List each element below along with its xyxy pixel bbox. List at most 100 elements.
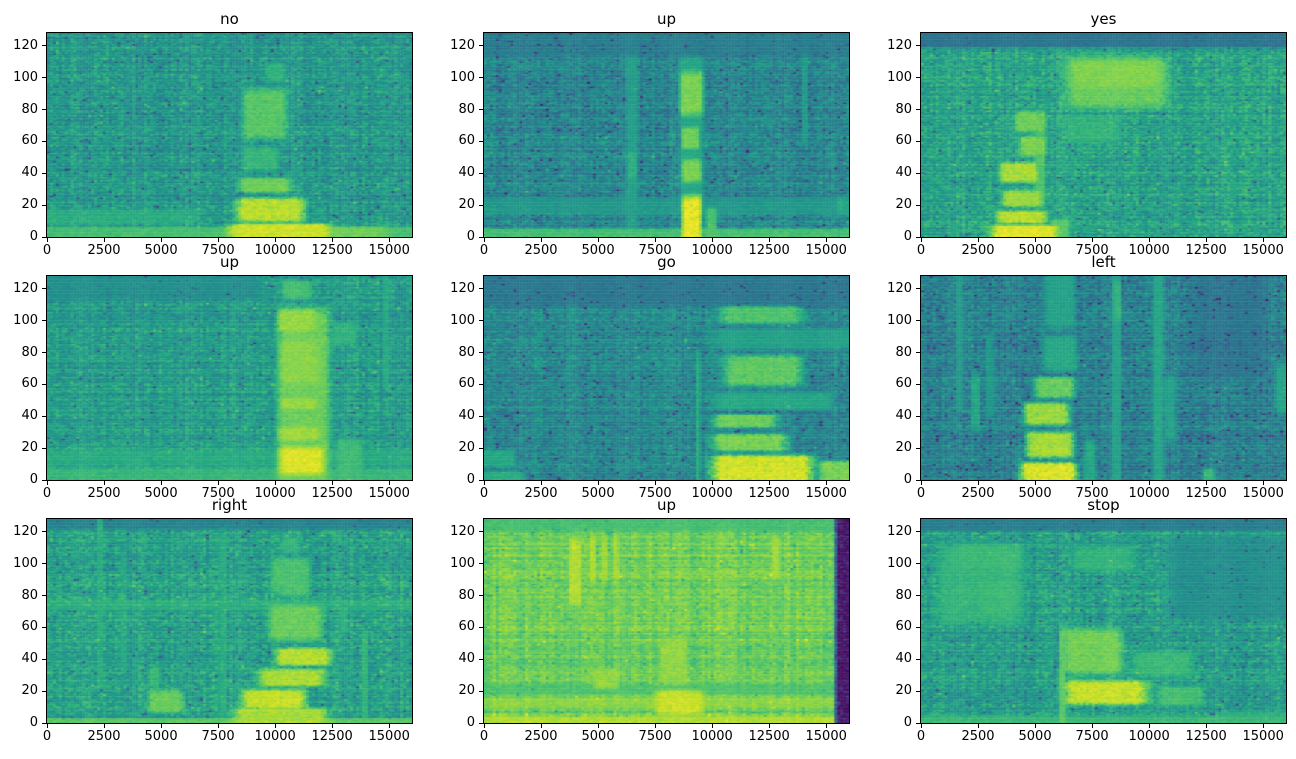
x-tick-mark	[103, 238, 105, 242]
x-tick-label: 12500	[748, 729, 790, 744]
x-tick-mark	[654, 238, 656, 242]
y-tick-mark	[916, 690, 920, 692]
y-tick-label: 120	[887, 280, 912, 296]
y-tick-mark	[42, 352, 46, 353]
y-tick-mark	[479, 479, 483, 481]
x-tick-mark	[597, 481, 599, 485]
y-tick-label: 60	[895, 376, 912, 392]
y-tick-mark	[479, 383, 483, 385]
y-tick-mark	[42, 447, 46, 449]
subplot-title: left	[1091, 253, 1116, 271]
x-tick-mark	[160, 724, 162, 728]
y-tick-mark	[479, 204, 483, 206]
x-tick-mark	[217, 724, 219, 728]
y-tick-label: 20	[895, 683, 912, 699]
x-tick-mark	[825, 238, 827, 242]
x-tick-mark	[540, 724, 542, 728]
axes-frame	[483, 518, 850, 724]
y-tick-label: 60	[458, 619, 475, 635]
spectrogram-canvas	[47, 519, 412, 723]
x-tick-mark	[540, 481, 542, 485]
x-tick-label: 7500	[638, 729, 672, 744]
y-tick-label: 60	[21, 619, 38, 635]
x-tick-label: 7500	[638, 243, 672, 258]
x-tick-mark	[825, 481, 827, 485]
y-tick-label: 100	[887, 312, 912, 328]
x-tick-label: 15000	[368, 729, 410, 744]
y-tick-mark	[916, 45, 920, 47]
x-tick-label: 10000	[691, 243, 733, 258]
x-tick-mark	[711, 238, 713, 242]
spectrogram-canvas	[484, 33, 849, 237]
x-tick-label: 15000	[1242, 729, 1284, 744]
subplot-8: stop 0 2500 5000 7500 10000 12500 15000 0 20 40 60…	[887, 496, 1287, 744]
y-tick-mark	[42, 722, 46, 724]
x-tick-mark	[825, 724, 827, 728]
y-tick-mark	[479, 626, 483, 628]
y-tick-label: 40	[458, 651, 475, 667]
x-tick-label: 2500	[524, 729, 558, 744]
subplot-2: yes 0 2500 5000 7500 10000 12500 15000 0 20 40 60 8…	[887, 10, 1287, 258]
y-tick-label: 120	[13, 523, 38, 539]
y-tick-mark	[479, 690, 483, 692]
y-tick-mark	[916, 140, 920, 142]
x-tick-mark	[274, 481, 276, 485]
y-tick-mark	[916, 320, 920, 322]
y-tick-label: 40	[895, 165, 912, 181]
x-tick-mark	[483, 481, 485, 485]
x-tick-mark	[768, 724, 770, 728]
x-tick-label: 12500	[748, 486, 790, 501]
y-tick-mark	[42, 658, 46, 660]
y-tick-label: 80	[458, 101, 475, 117]
y-tick-mark	[42, 563, 46, 565]
spectrogram-canvas	[484, 276, 849, 480]
y-tick-mark	[42, 172, 46, 174]
x-tick-label: 0	[479, 243, 489, 258]
axes-frame	[920, 518, 1287, 724]
subplot-title: stop	[1087, 496, 1120, 514]
y-tick-mark	[42, 595, 46, 596]
x-tick-mark	[1262, 724, 1264, 728]
x-tick-label: 5000	[1018, 243, 1052, 258]
spectrogram-canvas	[484, 519, 849, 723]
x-tick-label: 15000	[368, 486, 410, 501]
y-tick-mark	[42, 140, 46, 142]
x-tick-mark	[977, 481, 979, 485]
x-tick-mark	[331, 724, 333, 728]
x-tick-mark	[388, 724, 390, 728]
y-tick-label: 80	[458, 344, 475, 360]
x-tick-mark	[1034, 481, 1036, 485]
axes-frame	[483, 275, 850, 481]
x-tick-label: 5000	[144, 243, 178, 258]
x-tick-label: 7500	[201, 486, 235, 501]
axes-frame	[46, 32, 413, 238]
y-tick-mark	[479, 140, 483, 142]
y-tick-mark	[916, 415, 920, 417]
y-tick-label: 40	[21, 165, 38, 181]
x-tick-mark	[331, 481, 333, 485]
subplot-6: right 0 2500 5000 7500 10000 12500 15000 0 20 40 6…	[13, 496, 413, 744]
axes-frame	[483, 32, 850, 238]
x-tick-label: 2500	[87, 486, 121, 501]
y-tick-mark	[916, 722, 920, 724]
y-tick-mark	[916, 479, 920, 481]
x-tick-label: 10000	[254, 486, 296, 501]
subplot-title: go	[657, 253, 676, 271]
x-tick-mark	[331, 238, 333, 242]
x-tick-mark	[160, 238, 162, 242]
y-tick-label: 60	[21, 376, 38, 392]
y-tick-label: 20	[458, 197, 475, 213]
y-tick-label: 0	[466, 472, 475, 487]
y-tick-mark	[916, 77, 920, 79]
x-tick-mark	[920, 481, 922, 485]
x-tick-mark	[46, 238, 48, 242]
x-tick-label: 12500	[311, 729, 353, 744]
y-tick-mark	[42, 77, 46, 79]
subplot-0: no 0 2500 5000 7500 10000 12500 15000 0 20 40 60 80…	[13, 10, 413, 258]
x-tick-mark	[483, 238, 485, 242]
y-tick-mark	[479, 45, 483, 47]
y-tick-mark	[479, 288, 483, 290]
x-tick-mark	[1148, 481, 1150, 485]
y-tick-label: 120	[13, 280, 38, 296]
y-tick-label: 0	[466, 229, 475, 244]
